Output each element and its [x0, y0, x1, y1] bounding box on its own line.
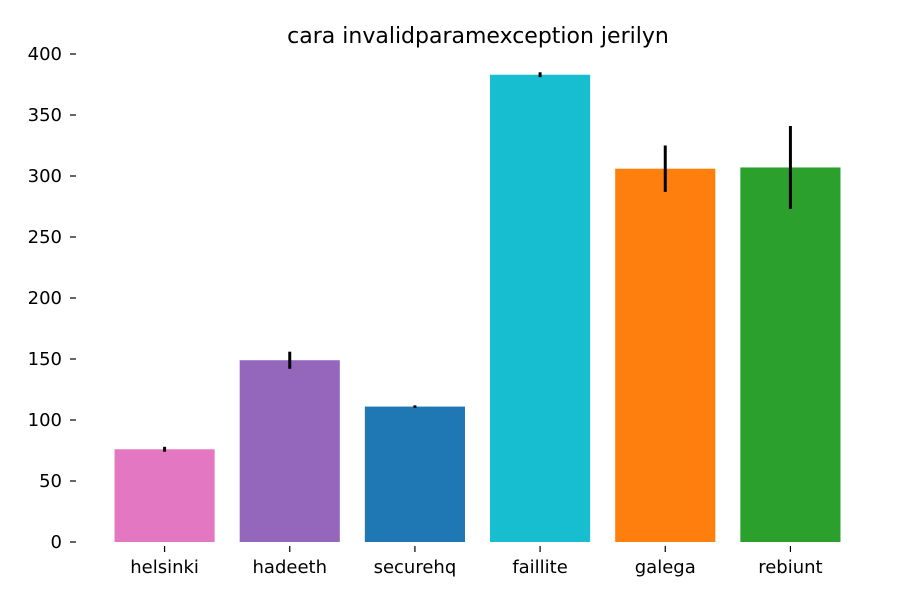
- error-bars: [163, 72, 792, 452]
- bar-helsinki: [114, 449, 215, 542]
- x-tick-label: faillite: [512, 557, 568, 578]
- bar-faillite: [490, 74, 591, 543]
- bar-galega: [615, 168, 716, 542]
- bar-hadeeth: [239, 360, 340, 542]
- y-tick-label: 100: [28, 410, 62, 431]
- x-tick-label: rebiunt: [758, 557, 822, 578]
- x-tick-label: hadeeth: [253, 557, 327, 578]
- x-tick-label: securehq: [374, 557, 457, 578]
- y-tick-label: 300: [28, 166, 62, 187]
- y-tick-label: 50: [39, 471, 62, 492]
- y-axis: 0 50 100 150 200 250 300 350 400: [28, 44, 76, 553]
- x-tick-label: helsinki: [130, 557, 199, 578]
- x-tick-label: galega: [635, 557, 696, 578]
- bar-securehq: [364, 406, 465, 542]
- y-tick-label: 200: [28, 288, 62, 309]
- bars: [114, 74, 841, 543]
- x-axis: helsinki hadeeth securehq faillite galega reb…: [130, 546, 823, 578]
- y-tick-label: 0: [51, 532, 62, 553]
- y-tick-label: 250: [28, 227, 62, 248]
- bar-rebiunt: [740, 167, 841, 542]
- y-tick-label: 400: [28, 44, 62, 65]
- y-tick-label: 150: [28, 349, 62, 370]
- chart-title: cara invalidparamexception jerilyn: [287, 24, 669, 49]
- y-tick-label: 350: [28, 105, 62, 126]
